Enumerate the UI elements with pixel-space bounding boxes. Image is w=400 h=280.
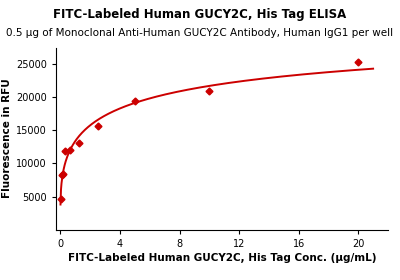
Text: 0.5 μg of Monoclonal Anti-Human GUCY2C Antibody, Human IgG1 per well: 0.5 μg of Monoclonal Anti-Human GUCY2C A… — [6, 28, 394, 38]
Y-axis label: Fluorescence in RFU: Fluorescence in RFU — [2, 79, 12, 199]
X-axis label: FITC-Labeled Human GUCY2C, His Tag Conc. (μg/mL): FITC-Labeled Human GUCY2C, His Tag Conc.… — [68, 253, 376, 263]
Text: FITC-Labeled Human GUCY2C, His Tag ELISA: FITC-Labeled Human GUCY2C, His Tag ELISA — [53, 8, 347, 21]
